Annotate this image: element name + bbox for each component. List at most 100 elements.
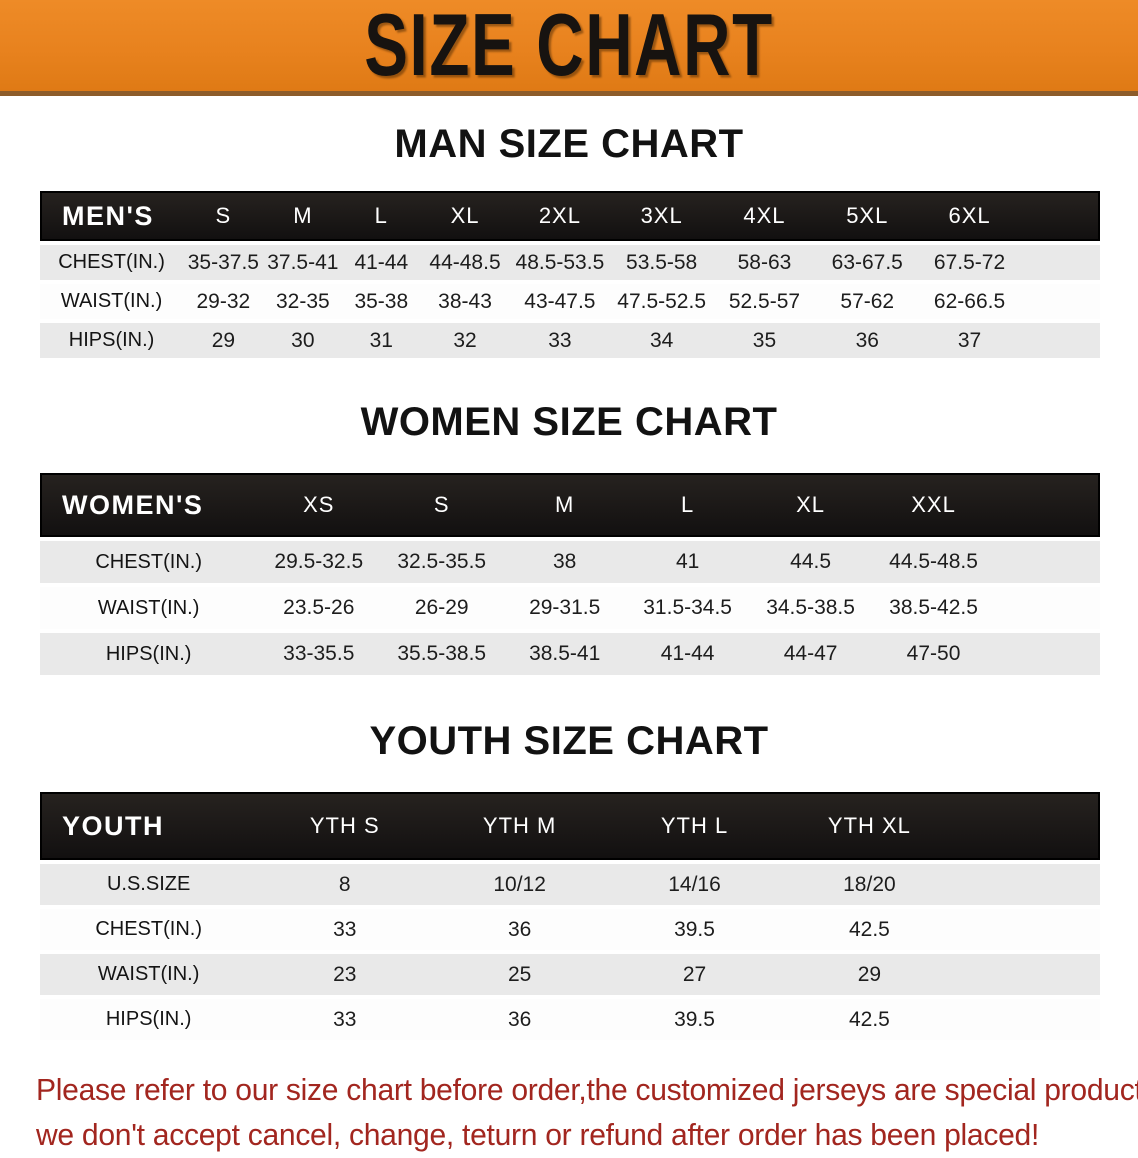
row-label: WAIST(IN.) [40,284,184,319]
table-name-header: WOMEN'S [40,473,258,537]
cell-value: 36 [432,909,608,950]
size-chart-sections: MAN SIZE CHART MEN'S S M L XL 2XL 3XL 4XL 5XL 6XL C… [0,122,1138,1044]
spacer-cell [1020,191,1100,241]
table-wrap: YOUTH YTH S YTH M YTH L YTH XL U.S.SIZE 8 10/12… [40,788,1100,1044]
row-label: HIPS(IN.) [40,999,258,1040]
cell-value: 32 [420,323,510,358]
spacer-cell [956,792,1100,860]
cell-value: 34.5-38.5 [749,587,873,629]
size-chart-section: MAN SIZE CHART MEN'S S M L XL 2XL 3XL 4XL 5XL 6XL C… [0,122,1138,362]
column-header: 5XL [815,191,919,241]
table-row: HIPS(IN.) 33 36 39.5 42.5 [40,999,1100,1040]
cell-value: 48.5-53.5 [509,245,611,280]
cell-value: 37.5-41 [263,245,343,280]
cell-value: 34 [610,323,714,358]
column-header: YTH L [607,792,782,860]
section-title: MAN SIZE CHART [394,122,744,166]
column-header: 3XL [610,191,714,241]
cell-value: 62-66.5 [918,284,1021,319]
table-row: HIPS(IN.) 33-35.5 35.5-38.5 38.5-41 41-44 44-… [40,633,1100,675]
table-row: HIPS(IN.) 29 30 31 32 33 34 35 36 37 [40,323,1100,358]
cell-value: 42.5 [781,909,957,950]
cell-value: 44.5 [749,541,873,583]
cell-value: 35 [713,323,816,358]
table-row: CHEST(IN.) 33 36 39.5 42.5 [40,909,1100,950]
spacer-cell [995,541,1100,583]
column-header: S [380,473,504,537]
table-row: WAIST(IN.) 23 25 27 29 [40,954,1100,995]
cell-value: 44-48.5 [420,245,510,280]
row-label: CHEST(IN.) [40,541,258,583]
cell-value: 44-47 [749,633,873,675]
cell-value: 30 [263,323,343,358]
table-row: WAIST(IN.) 29-32 32-35 35-38 38-43 43-47.5 47.… [40,284,1100,319]
cell-value: 33 [257,909,433,950]
spacer-cell [956,864,1100,905]
cell-value: 41-44 [342,245,421,280]
row-label: HIPS(IN.) [40,323,184,358]
cell-value: 58-63 [713,245,816,280]
cell-value: 38 [503,541,627,583]
cell-value: 32.5-35.5 [380,541,504,583]
cell-value: 35-37.5 [183,245,264,280]
cell-value: 18/20 [781,864,957,905]
cell-value: 23.5-26 [257,587,381,629]
column-header: XL [420,191,510,241]
row-label: CHEST(IN.) [40,245,184,280]
column-header: 6XL [918,191,1021,241]
cell-value: 27 [607,954,782,995]
size-table: MEN'S S M L XL 2XL 3XL 4XL 5XL 6XL CHEST(IN.) 35-37… [40,187,1100,362]
table-header-row: YOUTH YTH S YTH M YTH L YTH XL [40,792,1100,860]
column-header: L [626,473,750,537]
cell-value: 53.5-58 [610,245,714,280]
cell-value: 41 [626,541,750,583]
column-header: 2XL [509,191,611,241]
spacer-cell [1020,323,1100,358]
table-wrap: WOMEN'S XS S M L XL XXL CHEST(IN.) 29.5-32.5 32.5… [40,469,1100,679]
cell-value: 47-50 [872,633,996,675]
size-chart-banner: SIZE CHART [0,0,1138,96]
table-row: CHEST(IN.) 35-37.5 37.5-41 41-44 44-48.5 48.5… [40,245,1100,280]
cell-value: 33-35.5 [257,633,381,675]
row-label: CHEST(IN.) [40,909,258,950]
column-header: XXL [872,473,996,537]
table-row: WAIST(IN.) 23.5-26 26-29 29-31.5 31.5-34.5 34… [40,587,1100,629]
cell-value: 39.5 [607,999,782,1040]
table-name-header: YOUTH [40,792,258,860]
disclaimer-line-1: Please refer to our size chart before or… [36,1072,1138,1107]
cell-value: 31.5-34.5 [626,587,750,629]
cell-value: 47.5-52.5 [610,284,714,319]
cell-value: 37 [918,323,1021,358]
row-label: WAIST(IN.) [40,954,258,995]
cell-value: 39.5 [607,909,782,950]
order-disclaimer: Please refer to our size chart before or… [36,1068,1138,1158]
cell-value: 32-35 [263,284,343,319]
cell-value: 8 [257,864,433,905]
table-row: U.S.SIZE 8 10/12 14/16 18/20 [40,864,1100,905]
section-title: WOMEN SIZE CHART [360,400,778,444]
column-header: YTH S [257,792,433,860]
column-header: L [342,191,421,241]
cell-value: 36 [432,999,608,1040]
cell-value: 67.5-72 [918,245,1021,280]
column-header: M [263,191,343,241]
column-header: XL [749,473,873,537]
table-wrap: MEN'S S M L XL 2XL 3XL 4XL 5XL 6XL CHEST(IN.) 35-37… [40,187,1100,362]
column-header: YTH M [432,792,608,860]
cell-value: 29.5-32.5 [257,541,381,583]
cell-value: 33 [509,323,611,358]
section-title: YOUTH SIZE CHART [369,719,769,763]
cell-value: 10/12 [432,864,608,905]
row-label: U.S.SIZE [40,864,258,905]
table-row: CHEST(IN.) 29.5-32.5 32.5-35.5 38 41 44.5 44.5… [40,541,1100,583]
cell-value: 44.5-48.5 [872,541,996,583]
row-label: WAIST(IN.) [40,587,258,629]
cell-value: 29-32 [183,284,264,319]
cell-value: 38.5-41 [503,633,627,675]
spacer-cell [956,999,1100,1040]
size-table: WOMEN'S XS S M L XL XXL CHEST(IN.) 29.5-32.5 32.5… [40,469,1100,679]
cell-value: 31 [342,323,421,358]
disclaimer-line-2: we don't accept cancel, change, teturn o… [36,1116,1040,1152]
row-label: HIPS(IN.) [40,633,258,675]
cell-value: 23 [257,954,433,995]
